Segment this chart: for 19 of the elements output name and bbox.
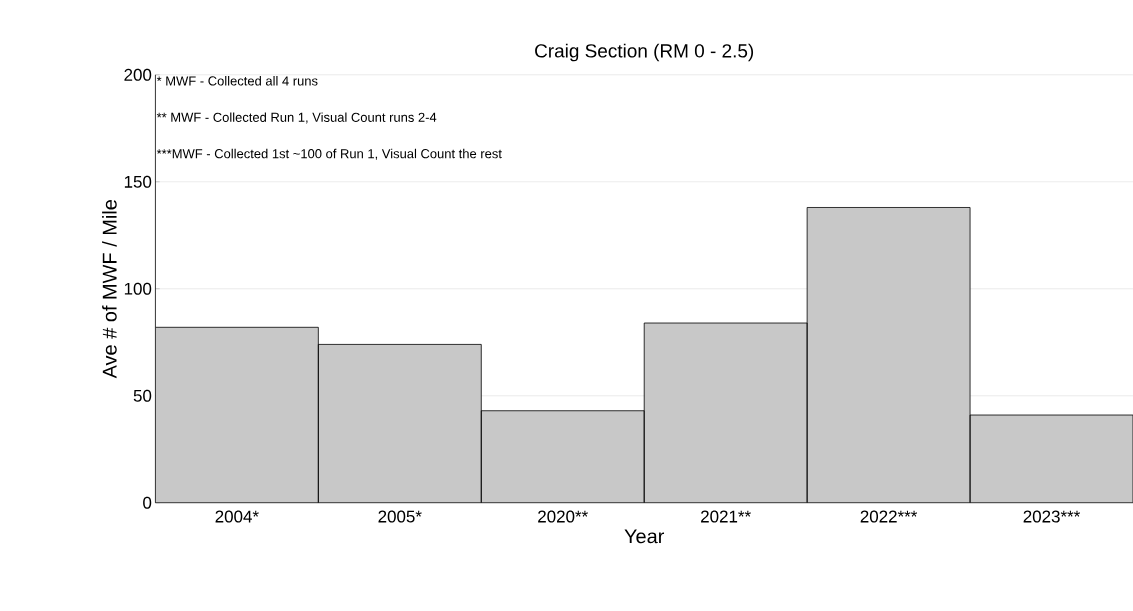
y-tick-label: 150 bbox=[124, 175, 152, 188]
x-tick-label: 2020** bbox=[538, 510, 588, 523]
y-tick-label: 100 bbox=[124, 282, 152, 295]
x-tick-label: 2005* bbox=[378, 510, 422, 523]
annotation: * MWF - Collected all 4 runs bbox=[156, 75, 318, 86]
y-tick-label: 200 bbox=[124, 68, 152, 81]
y-axis-title: Ave # of MWF / Mile bbox=[102, 199, 117, 379]
bar bbox=[807, 207, 971, 503]
x-tick-label: 2023*** bbox=[1023, 510, 1081, 523]
x-tick-label: 2004* bbox=[215, 510, 259, 523]
annotation: ** MWF - Collected Run 1, Visual Count runs 2-4 bbox=[156, 112, 437, 124]
bar bbox=[969, 414, 1133, 503]
y-tick-label: 50 bbox=[133, 389, 152, 402]
y-tick-label: 0 bbox=[143, 496, 152, 509]
x-axis-title: Year bbox=[624, 529, 665, 544]
x-tick-label: 2022*** bbox=[860, 510, 918, 523]
chart-title: Craig Section (RM 0 - 2.5) bbox=[535, 43, 754, 62]
x-tick-label: 2021** bbox=[701, 510, 751, 523]
annotation: ***MWF - Collected 1st ~100 of Run 1, Visual Count the rest bbox=[156, 148, 502, 160]
